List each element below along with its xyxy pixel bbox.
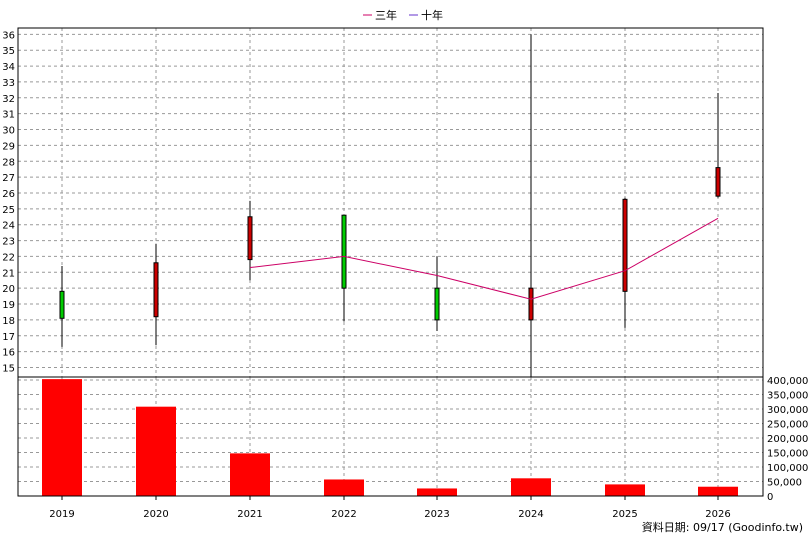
price-y-tick-label: 21	[2, 268, 15, 279]
volume-y-tick-label: 50,000	[767, 478, 802, 489]
candle-body	[528, 287, 534, 321]
x-tick-label: 2023	[424, 509, 449, 520]
price-y-tick-label: 30	[2, 126, 15, 137]
volume-y-tick-label: 0	[767, 492, 773, 503]
price-y-tick-label: 34	[2, 62, 15, 73]
volume-y-tick-label: 400,000	[767, 376, 808, 387]
price-y-tick-label: 17	[2, 332, 15, 343]
price-y-tick-label: 32	[2, 94, 15, 105]
price-y-tick-label: 29	[2, 141, 15, 152]
price-y-tick-label: 27	[2, 173, 15, 184]
volume-bar	[698, 486, 738, 496]
candle-body	[341, 214, 347, 289]
volume-y-tick-label: 250,000	[767, 420, 808, 431]
price-y-tick-label: 25	[2, 205, 15, 216]
price-y-tick-label: 24	[2, 221, 15, 232]
x-tick-label: 2025	[612, 509, 637, 520]
price-y-tick-label: 26	[2, 189, 15, 200]
candle-body	[434, 287, 440, 321]
volume-y-axis: 0 50,000 100,000 150,000 200,000 250,000 300,0…	[767, 376, 808, 503]
candle-body	[247, 216, 253, 261]
x-tick-label: 2021	[237, 509, 262, 520]
price-y-tick-label: 35	[2, 46, 15, 57]
volume-bar	[417, 488, 457, 496]
candle-body	[59, 290, 65, 319]
volume-bars	[42, 379, 738, 496]
volume-y-tick-label: 150,000	[767, 449, 808, 460]
data-date-footer: 資料日期: 09/17 (Goodinfo.tw)	[642, 520, 803, 534]
x-tick-label: 2024	[518, 509, 543, 520]
volume-grid	[18, 377, 763, 497]
legend-label-three-year: 三年	[375, 8, 397, 22]
volume-bar	[230, 453, 270, 496]
x-tick-label: 2022	[331, 509, 356, 520]
price-y-tick-label: 18	[2, 316, 15, 327]
volume-bar	[605, 484, 645, 496]
volume-bar	[42, 379, 82, 496]
candlesticks	[59, 34, 721, 377]
price-panel-frame	[17, 27, 764, 378]
price-y-tick-label: 23	[2, 237, 15, 248]
price-y-tick-label: 36	[2, 30, 15, 41]
legend-label-ten-year: 十年	[421, 8, 443, 22]
volume-bar	[136, 406, 176, 496]
price-y-tick-label: 20	[2, 284, 15, 295]
legend: 三年 十年	[363, 8, 443, 22]
volume-panel-frame	[17, 376, 764, 497]
price-y-tick-label: 15	[2, 363, 15, 374]
price-y-tick-label: 31	[2, 110, 15, 121]
price-y-axis: 15 16 17 18 19 20 21 22 23 24 25 26 27 28 29 30 31 32 33 34…	[2, 30, 15, 374]
candle-body	[622, 198, 628, 292]
price-y-tick-label: 28	[2, 157, 15, 168]
price-y-tick-label: 33	[2, 78, 15, 89]
volume-y-tick-label: 300,000	[767, 405, 808, 416]
x-tick-label: 2026	[705, 509, 730, 520]
price-grid	[18, 28, 763, 377]
x-tick-label: 2019	[49, 509, 74, 520]
volume-bar	[324, 479, 364, 496]
three-year-average-line	[249, 217, 719, 300]
candle-body	[715, 167, 721, 197]
price-y-tick-label: 16	[2, 348, 15, 359]
volume-y-tick-label: 350,000	[767, 391, 808, 402]
price-y-tick-label: 19	[2, 300, 15, 311]
price-y-tick-label: 22	[2, 252, 15, 263]
volume-y-tick-label: 200,000	[767, 434, 808, 445]
volume-bar	[511, 478, 551, 496]
x-axis: 2019 2020 2021 2022 2023 2024 2025 2026	[49, 496, 731, 520]
x-tick-label: 2020	[143, 509, 168, 520]
volume-y-tick-label: 100,000	[767, 463, 808, 474]
candle-body	[153, 262, 159, 318]
